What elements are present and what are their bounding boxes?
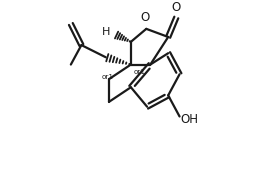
Text: O: O (140, 11, 149, 24)
Text: or1: or1 (134, 69, 146, 75)
Text: or1: or1 (102, 74, 114, 80)
Text: H: H (101, 27, 110, 37)
Text: OH: OH (180, 113, 198, 126)
Text: O: O (172, 1, 181, 14)
